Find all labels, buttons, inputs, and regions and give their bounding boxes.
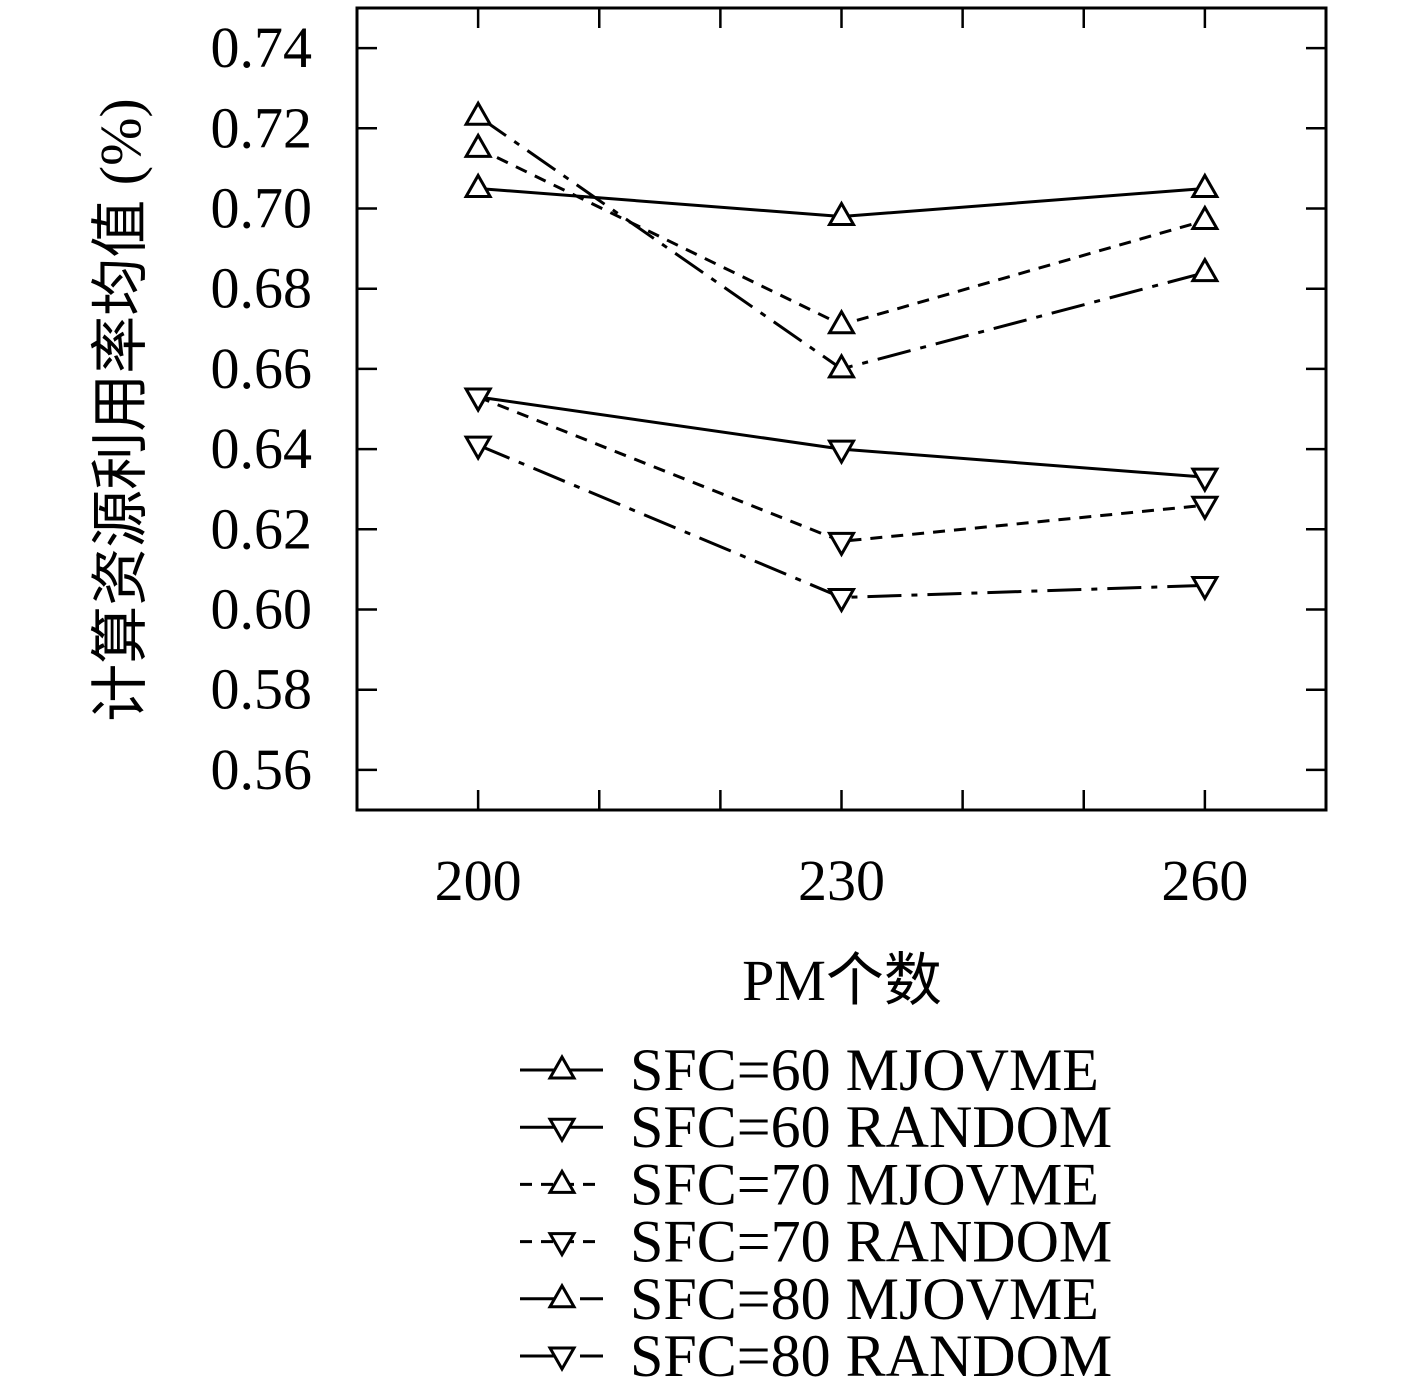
y-tick-label-2: 0.60 bbox=[211, 577, 313, 642]
legend-label-2: SFC=70 MJOVME bbox=[630, 1151, 1099, 1217]
x-axis-label: PM个数 bbox=[742, 948, 942, 1013]
y-tick-label-5: 0.66 bbox=[211, 336, 313, 401]
series-4-marker-2 bbox=[1190, 256, 1220, 283]
series-0-marker-1 bbox=[826, 200, 857, 227]
series-2-marker-2 bbox=[1190, 204, 1220, 231]
y-tick-label-3: 0.62 bbox=[211, 496, 313, 561]
series-3-marker-0 bbox=[463, 387, 493, 413]
series-5-marker-1 bbox=[826, 587, 857, 614]
series-3-marker-1 bbox=[826, 531, 857, 558]
legend-swatch-marker-0 bbox=[547, 1053, 577, 1080]
series-2-marker-1 bbox=[826, 308, 857, 335]
y-tick-label-1: 0.58 bbox=[211, 657, 313, 722]
legend-swatch-marker-2 bbox=[547, 1168, 577, 1194]
x-tick-label-1: 230 bbox=[798, 848, 885, 913]
series-0-marker-0 bbox=[463, 172, 493, 198]
y-tick-label-6: 0.68 bbox=[211, 256, 313, 321]
series-4-marker-0 bbox=[463, 100, 493, 126]
series-1-marker-1 bbox=[826, 439, 857, 466]
legend-label-0: SFC=60 MJOVME bbox=[630, 1037, 1099, 1103]
series-5-marker-0 bbox=[463, 435, 493, 462]
legend-label-3: SFC=70 RANDOM bbox=[630, 1209, 1112, 1275]
legend-swatch-marker-4 bbox=[547, 1282, 577, 1309]
legend-swatch-marker-5 bbox=[547, 1346, 577, 1373]
x-tick-label-0: 200 bbox=[435, 848, 522, 913]
legend-swatch-marker-1 bbox=[547, 1117, 577, 1144]
axis-ticks bbox=[357, 8, 1326, 810]
legend-label-5: SFC=80 RANDOM bbox=[630, 1323, 1112, 1382]
legend-entry-4: SFC=80 MJOVME bbox=[520, 1266, 1099, 1332]
series-1-line bbox=[477, 395, 1205, 479]
y-tick-label-8: 0.72 bbox=[211, 95, 313, 160]
legend-label-1: SFC=60 RANDOM bbox=[630, 1094, 1112, 1160]
y-tick-label-4: 0.64 bbox=[211, 416, 313, 481]
axis-tick-labels: 200 230 260 0.56 0.58 0.60 0.62 0.64 0.66 0.68 0.7… bbox=[211, 15, 1249, 913]
y-tick-label-7: 0.70 bbox=[211, 176, 313, 241]
legend-entry-1: SFC=60 RANDOM bbox=[520, 1094, 1112, 1160]
series-2-line bbox=[477, 147, 1206, 327]
y-axis-label: 计算资源利用率均值 (%) bbox=[88, 98, 153, 721]
series-5-marker-2 bbox=[1190, 575, 1220, 602]
y-tick-label-9: 0.74 bbox=[211, 15, 313, 80]
x-tick-label-2: 260 bbox=[1161, 848, 1248, 913]
series-4-marker-1 bbox=[826, 352, 857, 379]
series-markers bbox=[463, 100, 1220, 614]
series-1-marker-2 bbox=[1190, 467, 1220, 494]
legend-label-4: SFC=80 MJOVME bbox=[630, 1266, 1099, 1332]
series-5-line bbox=[477, 443, 1205, 599]
series-2-marker-0 bbox=[463, 132, 493, 158]
series-3-line bbox=[477, 395, 1206, 543]
series-3-marker-2 bbox=[1190, 495, 1220, 522]
legend-entry-0: SFC=60 MJOVME bbox=[520, 1037, 1099, 1103]
y-tick-label-0: 0.56 bbox=[211, 737, 313, 802]
legend-swatch-marker-3 bbox=[547, 1232, 577, 1258]
series-0-marker-2 bbox=[1190, 172, 1220, 198]
legend-entry-2: SFC=70 MJOVME bbox=[520, 1151, 1099, 1217]
plot-frame bbox=[355, 6, 1328, 812]
legend-entry-5: SFC=80 RANDOM bbox=[520, 1323, 1112, 1382]
legend-entry-3: SFC=70 RANDOM bbox=[520, 1209, 1112, 1275]
